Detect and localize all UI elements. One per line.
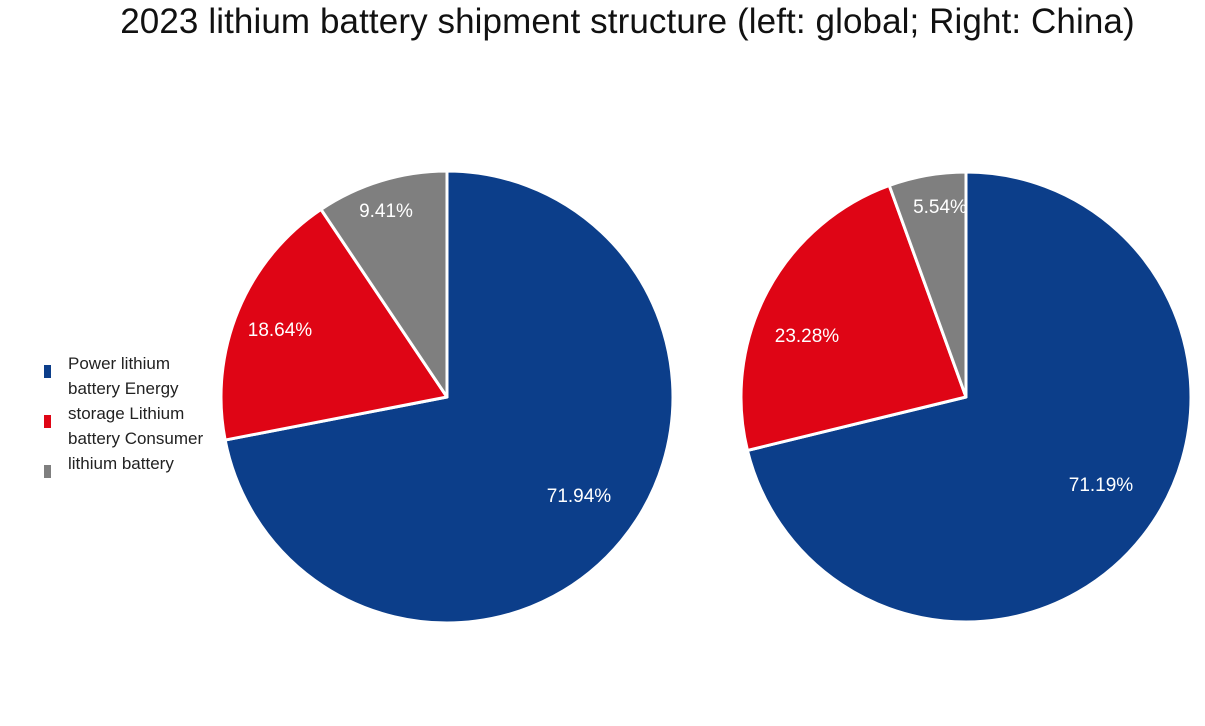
legend-swatch-energy-storage <box>44 415 51 428</box>
legend-swatch-consumer <box>44 465 51 478</box>
legend-line: battery Energy <box>44 376 234 401</box>
pie-slice-energy-storage <box>219 207 449 442</box>
legend-text: Power lithium <box>68 354 171 373</box>
pie-china: 71.19% 23.28% 5.54% <box>739 170 1193 624</box>
legend-line: Power lithium <box>44 351 234 378</box>
data-label-power: 71.94% <box>547 486 612 507</box>
chart-title: 2023 lithium battery shipment structure … <box>120 2 1135 41</box>
legend-line: lithium battery <box>44 451 234 478</box>
legend-line: storage Lithium <box>44 401 234 428</box>
legend-text: battery Consumer <box>68 429 204 448</box>
legend-text: battery Energy <box>68 379 179 398</box>
data-label-energy-storage: 18.64% <box>248 320 313 341</box>
data-label-consumer: 9.41% <box>359 201 413 222</box>
pie-slice-consumer <box>319 169 449 399</box>
data-label-consumer: 5.54% <box>913 197 967 218</box>
legend-swatch-power <box>44 365 51 378</box>
legend-text: storage Lithium <box>68 404 185 423</box>
pie-slice-power <box>223 169 675 625</box>
data-label-energy-storage: 23.28% <box>775 326 840 347</box>
pie-slice-consumer <box>887 170 968 399</box>
legend-line: battery Consumer <box>44 426 234 451</box>
pie-slice-energy-storage <box>739 183 968 452</box>
legend: Power lithium battery Energy storage Lit… <box>44 351 234 478</box>
data-label-power: 71.19% <box>1069 475 1134 496</box>
pie-slice-power <box>745 170 1193 624</box>
pie-global: 71.94% 18.64% 9.41% <box>219 169 675 625</box>
legend-text: lithium battery <box>68 454 174 473</box>
